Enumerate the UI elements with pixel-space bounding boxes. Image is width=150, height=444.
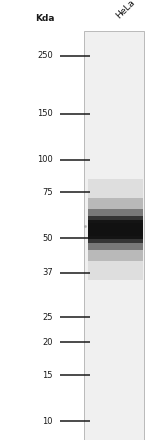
Text: 15: 15 <box>42 371 53 380</box>
Text: 20: 20 <box>42 338 53 347</box>
Bar <box>88 216 143 243</box>
Bar <box>88 220 143 239</box>
Text: 150: 150 <box>37 109 53 118</box>
Text: 10: 10 <box>42 416 53 426</box>
Bar <box>88 198 143 261</box>
Text: HeLa: HeLa <box>114 0 136 20</box>
Bar <box>88 223 143 236</box>
Text: 37: 37 <box>42 268 53 277</box>
Bar <box>88 179 143 280</box>
Text: 250: 250 <box>37 51 53 60</box>
Text: 100: 100 <box>37 155 53 164</box>
Text: Kda: Kda <box>35 14 54 23</box>
Text: 25: 25 <box>42 313 53 321</box>
Bar <box>88 210 143 250</box>
Text: 50: 50 <box>42 234 53 243</box>
Text: 75: 75 <box>42 188 53 197</box>
Bar <box>84 31 144 440</box>
